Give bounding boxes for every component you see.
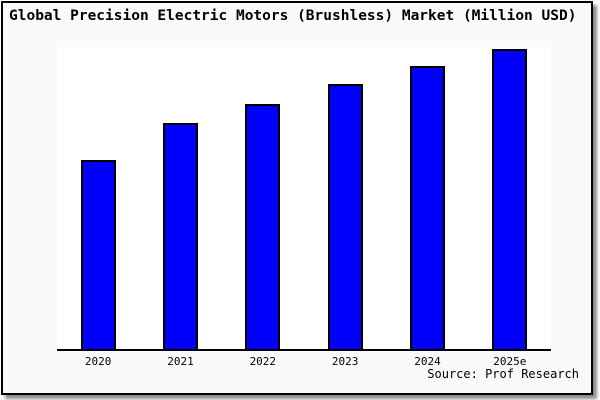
plot-area [57, 47, 551, 351]
chart-title: Global Precision Electric Motors (Brushl… [9, 8, 577, 24]
bar-2024 [409, 66, 445, 349]
x-tick-label-2025e: 2025e [493, 355, 527, 368]
bars-row [57, 47, 551, 349]
bar-2025e [492, 49, 528, 349]
x-tick-label-2024: 2024 [414, 355, 441, 368]
chart-frame: Global Precision Electric Motors (Brushl… [1, 1, 593, 395]
x-tick-label-2021: 2021 [167, 355, 194, 368]
bar-2022 [245, 104, 281, 349]
x-tick-label-2020: 2020 [84, 355, 112, 368]
x-tick-label-2023: 2023 [331, 355, 359, 368]
source-note: Source: Prof Research [427, 367, 579, 381]
bar-2020 [80, 160, 116, 349]
bar-2021 [162, 123, 198, 349]
x-axis-labels: 2020 2021 2022 2023 2024 2025e [57, 355, 551, 368]
x-tick-label-2022: 2022 [249, 355, 277, 368]
bar-2023 [327, 84, 363, 349]
